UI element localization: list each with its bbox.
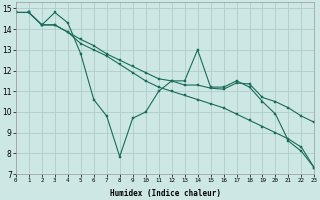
- X-axis label: Humidex (Indice chaleur): Humidex (Indice chaleur): [110, 189, 221, 198]
